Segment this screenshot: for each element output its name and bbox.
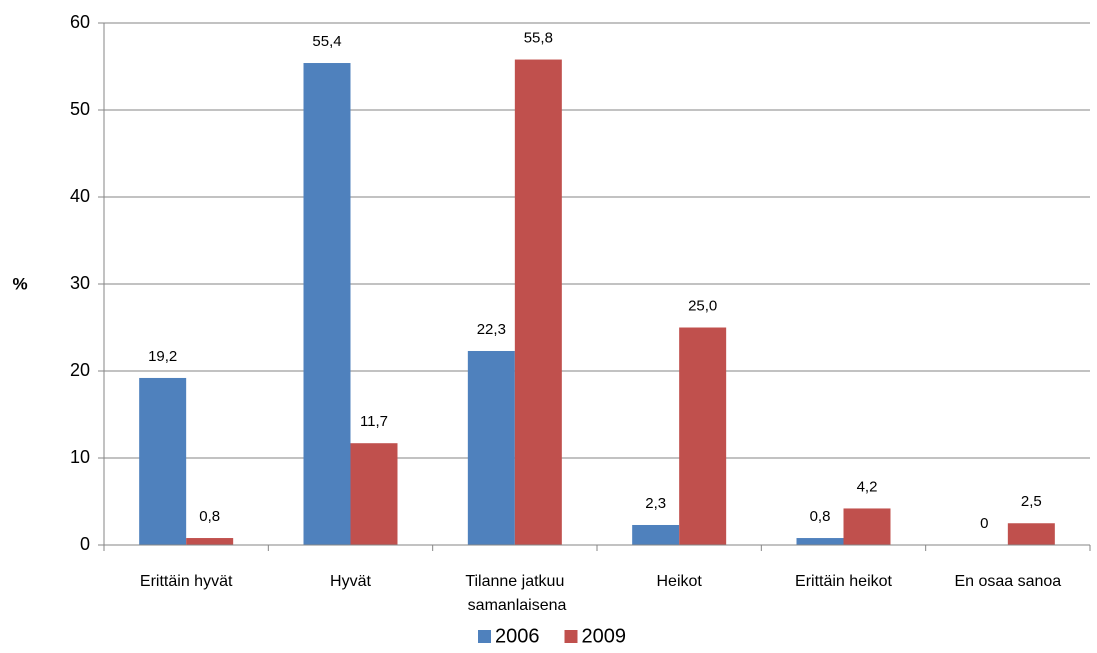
bar — [1007, 523, 1055, 545]
legend-label: 2006 — [495, 625, 540, 647]
y-tick-label: 0 — [80, 534, 90, 554]
legend-label: 2009 — [582, 625, 627, 647]
value-label: 22,3 — [477, 321, 506, 338]
bar — [467, 350, 515, 545]
value-label: 25,0 — [688, 297, 717, 314]
x-tick-label: Erittäin hyvät — [140, 573, 233, 590]
bar — [632, 524, 680, 545]
y-tick-label: 30 — [70, 273, 90, 293]
legend-swatch — [564, 630, 578, 643]
bar — [186, 538, 234, 545]
value-label: 2,3 — [645, 495, 666, 512]
value-label: 19,2 — [148, 348, 177, 365]
value-label: 55,8 — [524, 30, 553, 47]
bar — [303, 63, 351, 546]
y-tick-label: 10 — [70, 447, 90, 467]
y-tick-label: 50 — [70, 99, 90, 119]
value-label: 11,7 — [360, 413, 388, 430]
value-label: 55,4 — [312, 33, 341, 50]
value-label: 0,8 — [199, 508, 220, 525]
bar — [350, 443, 398, 545]
x-tick-label: Hyvät — [330, 573, 371, 590]
value-label: 2,5 — [1021, 493, 1042, 510]
bar — [796, 538, 844, 545]
y-tick-label: 60 — [70, 12, 90, 32]
bar — [139, 377, 187, 545]
x-tick-label: Heikot — [656, 573, 702, 590]
y-tick-label: 20 — [70, 360, 90, 380]
x-tick-label: Tilanne jatkuu samanlaisena — [463, 573, 566, 614]
bar — [679, 327, 727, 545]
value-label: 0,8 — [810, 508, 831, 525]
y-tick-label: 40 — [70, 186, 90, 206]
y-axis-label: % — [12, 274, 27, 293]
bar — [843, 508, 891, 545]
x-tick-label: Erittäin heikot — [795, 573, 892, 590]
value-label: 0 — [980, 515, 988, 532]
legend-swatch — [478, 630, 491, 643]
value-label: 4,2 — [857, 478, 878, 495]
bar — [514, 59, 562, 545]
x-tick-label: En osaa sanoa — [954, 573, 1061, 590]
